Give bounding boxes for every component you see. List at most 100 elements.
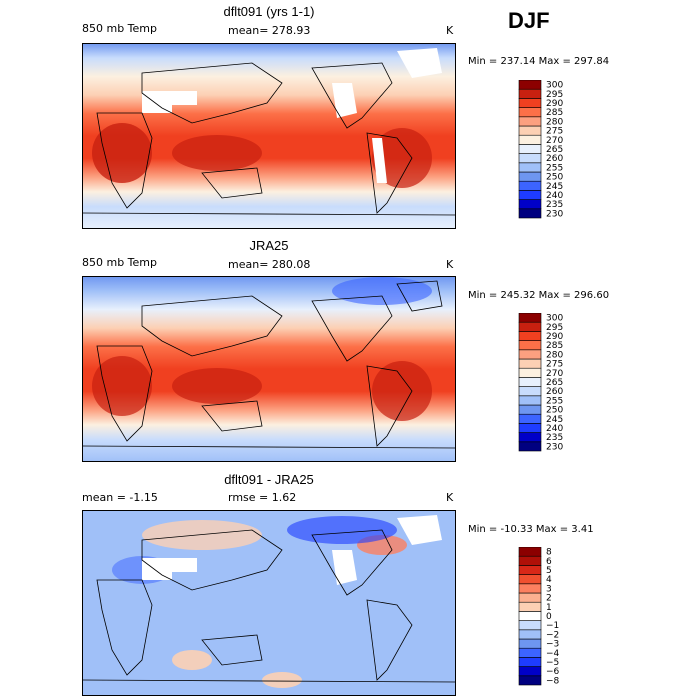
colorbar-swatch xyxy=(518,208,542,219)
panel3-minmax: Min = -10.33 Max = 3.41 xyxy=(468,524,594,535)
panel3-cold-arctic xyxy=(287,516,397,544)
colorbar-tick-label: 255 xyxy=(546,163,563,173)
colorbar-tick-label: 260 xyxy=(546,154,563,164)
panel2-indopacific-core xyxy=(172,368,262,404)
colorbar-swatch xyxy=(518,116,542,127)
colorbar-swatch xyxy=(518,80,542,90)
colorbar-swatch xyxy=(518,666,542,677)
colorbar-tick-label: 300 xyxy=(546,81,563,91)
colorbar-swatch xyxy=(518,358,542,369)
panel1-variable-label: 850 mb Temp xyxy=(82,22,158,35)
colorbar-tick-label: 275 xyxy=(546,360,563,370)
panel3-missing-himalaya xyxy=(142,558,197,580)
panel3-coastlines xyxy=(82,529,456,683)
colorbar-tick-label: −4 xyxy=(546,649,560,659)
panel3-rmse-label: rmse = 1.62 xyxy=(228,491,297,504)
colorbar-tick-label: 250 xyxy=(546,406,563,416)
panel2-minmax: Min = 245.32 Max = 296.60 xyxy=(468,290,610,301)
panel2-frame xyxy=(82,276,456,462)
panel1-minmax: Min = 237.14 Max = 297.84 xyxy=(468,56,610,67)
colorbar-swatch xyxy=(518,171,542,182)
colorbar-tick-label: 275 xyxy=(546,127,563,137)
colorbar-swatch xyxy=(518,162,542,173)
colorbar-tick-label: 6 xyxy=(546,557,552,567)
colorbar-swatch xyxy=(518,107,542,118)
colorbar-swatch xyxy=(518,321,542,332)
colorbar-swatch xyxy=(518,592,542,603)
colorbar-swatch xyxy=(518,441,542,452)
colorbar-swatch xyxy=(518,611,542,621)
colorbar-tick-label: −1 xyxy=(546,621,559,631)
colorbar-tick-label: 280 xyxy=(546,350,563,360)
colorbar-tick-label: 280 xyxy=(546,117,563,127)
panel1-title: dflt091 (yrs 1-1) xyxy=(223,4,315,19)
panel1-africa-core xyxy=(92,123,152,183)
panel1-coastlines xyxy=(82,62,456,216)
panel1-missing-himalaya xyxy=(142,91,197,113)
panel3-warm-eurasia xyxy=(142,520,262,550)
colorbar-tick-label: 250 xyxy=(546,173,563,183)
colorbar-swatch xyxy=(518,180,542,191)
colorbar-tick-label: 5 xyxy=(546,566,552,576)
colorbar-swatch xyxy=(518,349,542,360)
colorbar-swatch xyxy=(518,629,542,640)
panel1-frame xyxy=(82,43,456,229)
panel3-missing-greenland xyxy=(397,515,442,545)
colorbar-tick-label: −6 xyxy=(546,667,560,677)
colorbar-swatch xyxy=(518,395,542,406)
colorbar-tick-label: 235 xyxy=(546,433,563,443)
panel1-missing-andes xyxy=(372,138,387,183)
panel2-units-label: K xyxy=(446,258,454,271)
colorbar-tick-label: 1 xyxy=(546,603,552,613)
season-label: DJF xyxy=(508,8,550,33)
colorbar-swatch xyxy=(518,547,542,557)
colorbar-tick-label: 290 xyxy=(546,99,563,109)
panel1-missing-greenland xyxy=(397,48,442,78)
panel3-missing-rockies xyxy=(332,550,357,585)
colorbar-tick-label: 270 xyxy=(546,136,563,146)
colorbar-tick-label: 230 xyxy=(546,442,563,452)
colorbar-tick-label: −5 xyxy=(546,658,559,668)
colorbar-swatch xyxy=(518,404,542,415)
colorbar-swatch xyxy=(518,313,542,323)
panel2-samerica-core xyxy=(372,361,432,421)
panel3-units-label: K xyxy=(446,491,454,504)
panel1-samerica-core xyxy=(372,128,432,188)
colorbar-tick-label: 260 xyxy=(546,387,563,397)
colorbar-tick-label: 255 xyxy=(546,396,563,406)
colorbar-tick-label: 245 xyxy=(546,182,563,192)
colorbar-swatch xyxy=(518,134,542,145)
panel2-mean-label: mean= 280.08 xyxy=(228,258,311,271)
colorbar-tick-label: 265 xyxy=(546,378,563,388)
panel2-arctic-cold xyxy=(332,277,432,305)
panel3-field xyxy=(82,510,456,696)
colorbar-swatch xyxy=(518,125,542,136)
colorbar-tick-label: 265 xyxy=(546,145,563,155)
colorbar-swatch xyxy=(518,647,542,658)
colorbar-swatch xyxy=(518,331,542,341)
colorbar-swatch xyxy=(518,413,542,424)
colorbar-swatch xyxy=(518,574,542,585)
panel3-title: dflt091 - JRA25 xyxy=(224,472,314,487)
colorbar-swatch xyxy=(518,583,542,594)
colorbar-tick-label: 0 xyxy=(546,612,552,622)
colorbar-tick-label: 285 xyxy=(546,108,563,118)
colorbar-swatch xyxy=(518,432,542,443)
colorbar-tick-label: 285 xyxy=(546,341,563,351)
panel1-indopacific-core xyxy=(172,135,262,171)
colorbar-tick-label: 8 xyxy=(546,548,552,558)
colorbar-tick-label: 235 xyxy=(546,200,563,210)
colorbar-tick-label: 300 xyxy=(546,314,563,324)
colorbar-tick-label: −8 xyxy=(546,676,560,686)
panel1-mean-label: mean= 278.93 xyxy=(228,24,311,37)
colorbar-swatch xyxy=(518,423,542,433)
colorbar-tick-label: 230 xyxy=(546,209,563,219)
panel2-africa-core xyxy=(92,356,152,416)
colorbar-tick-label: −3 xyxy=(546,640,559,650)
colorbar-swatch xyxy=(518,88,542,99)
colorbar-swatch xyxy=(518,565,542,575)
colorbar-tick-label: 295 xyxy=(546,323,563,333)
panel1-missing-rockies xyxy=(332,83,357,118)
panel3-frame xyxy=(82,510,456,696)
panel2-variable-label: 850 mb Temp xyxy=(82,256,158,269)
